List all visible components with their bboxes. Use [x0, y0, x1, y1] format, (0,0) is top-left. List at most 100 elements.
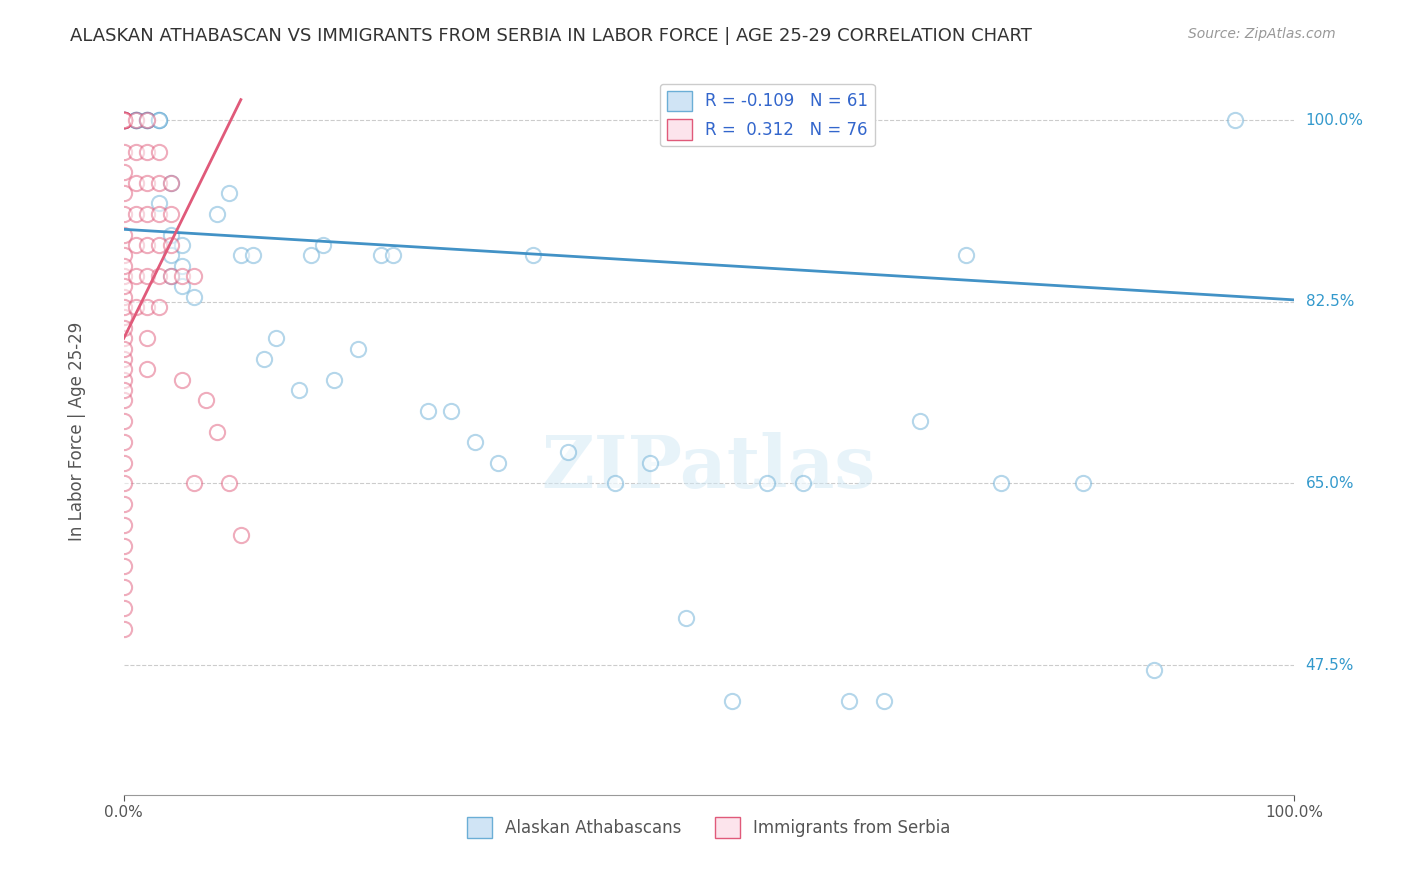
Text: Source: ZipAtlas.com: Source: ZipAtlas.com [1188, 27, 1336, 41]
Point [112, 113, 135, 128]
Point [112, 622, 135, 636]
Point [312, 238, 335, 252]
Point [148, 113, 170, 128]
Point [112, 373, 135, 387]
Point [464, 435, 486, 450]
Point [172, 279, 194, 293]
Point [440, 404, 463, 418]
Point [112, 113, 135, 128]
Point [218, 476, 240, 491]
Point [124, 176, 146, 190]
Point [148, 268, 170, 283]
Point [112, 113, 135, 128]
Point [299, 248, 322, 262]
Point [605, 476, 627, 491]
Point [675, 611, 697, 625]
Point [207, 207, 229, 221]
Point [112, 113, 135, 128]
Point [124, 113, 146, 128]
Point [148, 196, 170, 211]
Point [112, 393, 135, 408]
Point [112, 539, 135, 553]
Point [112, 248, 135, 262]
Text: 100.0%: 100.0% [1306, 113, 1364, 128]
Point [112, 113, 135, 128]
Point [288, 383, 311, 397]
Point [721, 694, 744, 708]
Point [124, 207, 146, 221]
Point [486, 456, 509, 470]
Point [148, 113, 170, 128]
Point [112, 113, 135, 128]
Text: 47.5%: 47.5% [1306, 657, 1354, 673]
Point [183, 290, 205, 304]
Point [112, 113, 135, 128]
Point [112, 342, 135, 356]
Point [370, 248, 392, 262]
Point [148, 238, 170, 252]
Point [159, 207, 181, 221]
Point [136, 113, 159, 128]
Point [112, 435, 135, 450]
Point [159, 176, 181, 190]
Point [381, 248, 404, 262]
Point [229, 528, 252, 542]
Point [112, 165, 135, 179]
Point [112, 580, 135, 594]
Point [136, 113, 159, 128]
Point [955, 248, 977, 262]
Point [112, 113, 135, 128]
Point [112, 331, 135, 345]
Point [148, 176, 170, 190]
Legend: Alaskan Athabascans, Immigrants from Serbia: Alaskan Athabascans, Immigrants from Ser… [460, 811, 957, 845]
Point [908, 414, 931, 428]
Point [838, 694, 860, 708]
Point [136, 113, 159, 128]
Point [172, 238, 194, 252]
Point [112, 113, 135, 128]
Point [172, 259, 194, 273]
Text: 82.5%: 82.5% [1306, 294, 1354, 310]
Point [136, 113, 159, 128]
Point [112, 362, 135, 376]
Point [159, 227, 181, 242]
Point [172, 268, 194, 283]
Point [124, 113, 146, 128]
Point [112, 476, 135, 491]
Point [183, 268, 205, 283]
Point [159, 268, 181, 283]
Point [990, 476, 1012, 491]
Point [148, 113, 170, 128]
Point [112, 310, 135, 325]
Point [136, 238, 159, 252]
Point [124, 113, 146, 128]
Point [194, 393, 217, 408]
Point [172, 373, 194, 387]
Point [112, 113, 135, 128]
Point [112, 601, 135, 615]
Point [159, 176, 181, 190]
Point [136, 145, 159, 159]
Point [1142, 663, 1164, 677]
Point [124, 113, 146, 128]
Point [112, 290, 135, 304]
Text: 65.0%: 65.0% [1306, 476, 1354, 491]
Point [112, 113, 135, 128]
Point [1225, 113, 1247, 128]
Point [253, 351, 276, 366]
Point [112, 186, 135, 200]
Point [124, 113, 146, 128]
Point [112, 227, 135, 242]
Point [640, 456, 662, 470]
Point [183, 476, 205, 491]
Point [112, 559, 135, 574]
Point [323, 373, 346, 387]
Point [112, 259, 135, 273]
Point [112, 113, 135, 128]
Point [112, 207, 135, 221]
Point [112, 145, 135, 159]
Point [112, 113, 135, 128]
Point [148, 207, 170, 221]
Point [1073, 476, 1095, 491]
Point [112, 279, 135, 293]
